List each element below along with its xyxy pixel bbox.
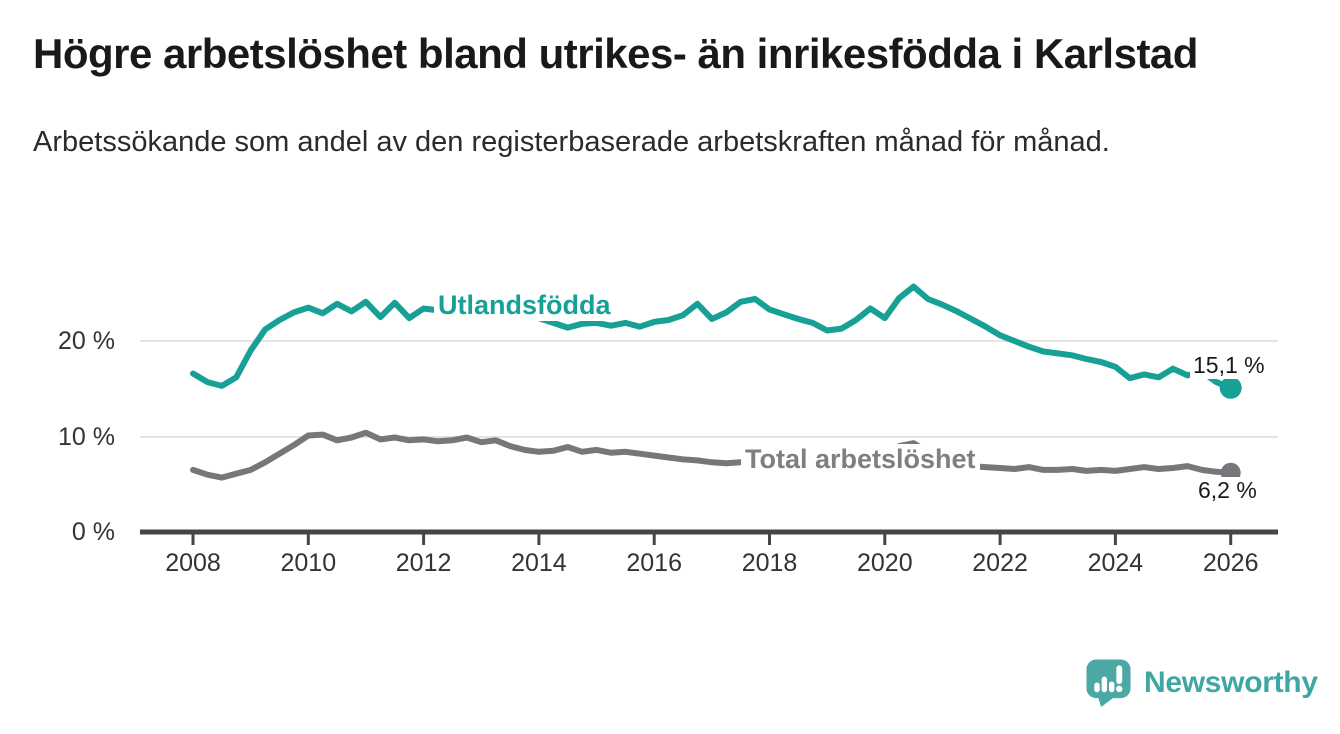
y-tick-label-0: 0 % xyxy=(71,518,115,546)
newsworthy-brand-text: Newsworthy xyxy=(1144,665,1318,699)
x-tick-label: 2022 xyxy=(972,549,1028,577)
newsworthy-speech-bubble-chart-icon xyxy=(1086,659,1131,707)
end-value-label-total-arbetsloshet: 6,2 % xyxy=(1195,477,1260,504)
y-tick-label-20: 20 % xyxy=(58,327,115,355)
x-axis-ticks xyxy=(191,532,1233,545)
end-dot-utlandsfodda xyxy=(1219,376,1242,399)
line-total-arbetsloshet xyxy=(190,429,1234,481)
x-tick-label: 2020 xyxy=(856,549,913,577)
y-tick-label-10: 10 % xyxy=(58,423,115,451)
series-label-utlandsfodda: Utlandsfödda xyxy=(434,290,615,321)
line-utlandsfodda xyxy=(190,283,1234,391)
page-subtitle: Arbetssökande som andel av den registerb… xyxy=(33,126,1110,158)
x-tick-label: 2012 xyxy=(395,549,452,577)
x-tick-label: 2018 xyxy=(741,549,798,577)
end-value-label-utlandsfodda: 15,1 % xyxy=(1190,352,1268,379)
series-label-total-arbetsloshet: Total arbetslöshet xyxy=(741,444,980,475)
x-tick-label: 2010 xyxy=(280,549,337,577)
x-tick-label: 2014 xyxy=(511,549,567,577)
newsworthy-logo: Newsworthy xyxy=(1085,658,1318,707)
x-tick-label: 2024 xyxy=(1087,549,1144,577)
x-tick-label: 2026 xyxy=(1202,549,1259,577)
gridlines xyxy=(140,340,1278,438)
x-tick-label: 2008 xyxy=(165,549,221,577)
x-axis-labels: 2008 2010 2012 2014 2016 2018 2020 2022 2024 2026 xyxy=(0,549,1340,579)
x-tick-label: 2016 xyxy=(626,549,682,577)
page-title: Högre arbetslöshet bland utrikes- än inr… xyxy=(33,30,1198,77)
